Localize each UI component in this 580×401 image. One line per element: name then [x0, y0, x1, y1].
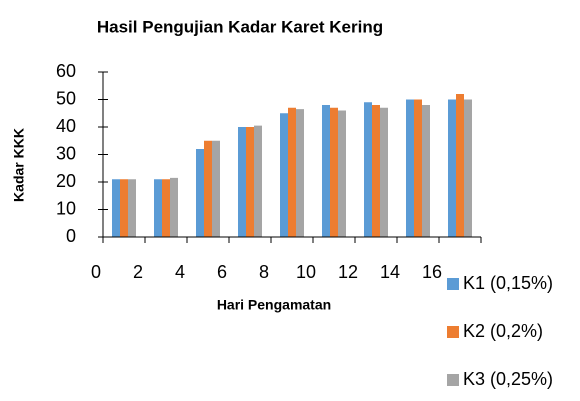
- legend-label: K1 (0,15%): [463, 273, 553, 293]
- y-tick-label: 10: [56, 198, 76, 218]
- bar: [448, 99, 456, 237]
- y-axis-title: Kadar KKK: [11, 128, 27, 202]
- bar: [330, 107, 338, 237]
- x-tick-label: 14: [380, 262, 400, 282]
- bar: [338, 110, 346, 237]
- bar: [120, 179, 128, 237]
- y-tick-label: 40: [56, 116, 76, 136]
- bar: [254, 125, 262, 237]
- bar: [372, 105, 380, 237]
- x-tick-label: 4: [175, 262, 185, 282]
- x-tick-label: 0: [91, 262, 101, 282]
- bar: [170, 177, 178, 237]
- bar: [414, 99, 422, 237]
- x-tick-label: 16: [422, 262, 442, 282]
- legend-swatch: [447, 374, 459, 386]
- y-tick-label: 20: [56, 171, 76, 191]
- y-tick-label: 30: [56, 143, 76, 163]
- x-tick-label: 6: [217, 262, 227, 282]
- legend-label: K2 (0,2%): [463, 321, 543, 341]
- bar: [364, 102, 372, 237]
- x-tick-label: 2: [133, 262, 143, 282]
- x-tick-label: 12: [338, 262, 358, 282]
- y-tick-label: 50: [56, 88, 76, 108]
- bar: [422, 105, 430, 237]
- bar: [112, 179, 120, 237]
- bar: [406, 99, 414, 237]
- chart-title: Hasil Pengujian Kadar Karet Kering: [97, 17, 383, 36]
- bar: [280, 113, 288, 237]
- bar: [204, 140, 212, 237]
- bar: [322, 105, 330, 237]
- legend-swatch: [447, 326, 459, 338]
- y-tick-label: 60: [56, 61, 76, 81]
- bar: [154, 179, 162, 237]
- bar: [380, 107, 388, 237]
- y-tick-label: 0: [66, 226, 76, 246]
- bar: [238, 127, 246, 237]
- bar: [246, 127, 254, 237]
- bar: [196, 149, 204, 237]
- legend-label: K3 (0,25%): [463, 369, 553, 389]
- bar: [464, 99, 472, 237]
- bar: [212, 140, 220, 237]
- bar: [128, 179, 136, 237]
- x-axis-title: Hari Pengamatan: [217, 297, 331, 313]
- legend-swatch: [447, 278, 459, 290]
- x-tick-label: 8: [259, 262, 269, 282]
- bar: [162, 179, 170, 237]
- bar: [456, 94, 464, 237]
- bar: [296, 109, 304, 237]
- x-tick-label: 10: [296, 262, 316, 282]
- bar: [288, 107, 296, 237]
